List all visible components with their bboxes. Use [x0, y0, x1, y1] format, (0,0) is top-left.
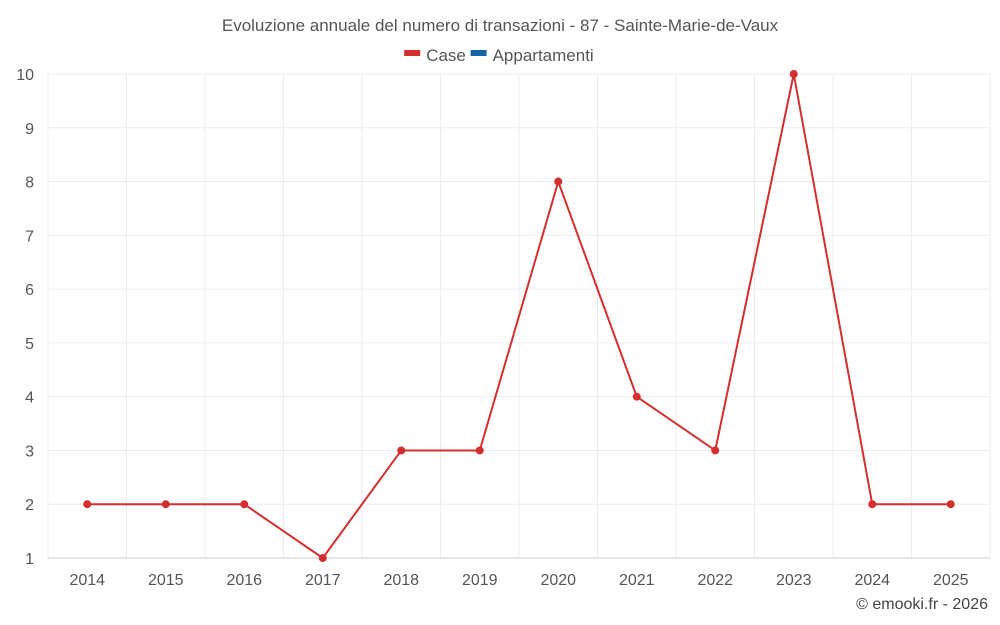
x-tick-label: 2019 — [462, 572, 498, 589]
grid — [47, 73, 991, 559]
data-point[interactable] — [711, 446, 720, 455]
data-point[interactable] — [554, 177, 563, 186]
data-point[interactable] — [83, 500, 92, 509]
legend-item-case[interactable]: Case — [404, 46, 466, 65]
data-point[interactable] — [946, 500, 955, 509]
x-tick-label: 2020 — [540, 572, 576, 589]
y-tick-label: 9 — [25, 121, 34, 138]
data-point[interactable] — [318, 554, 327, 562]
legend-swatch — [404, 50, 421, 56]
legend-label: Case — [426, 46, 466, 65]
data-point[interactable] — [397, 446, 406, 455]
credit-text: © emooki.fr - 2026 — [856, 596, 988, 613]
y-tick-label: 7 — [25, 228, 34, 245]
x-tick-label: 2018 — [383, 572, 419, 589]
legend-swatch — [470, 50, 487, 56]
x-tick-label: 2015 — [148, 572, 184, 589]
y-tick-label: 4 — [25, 390, 34, 407]
x-tick-label: 2025 — [933, 572, 969, 589]
x-axis-ticks: 2014 2015 2016 2017 2018 2019 2020 2021 2022 2023… — [69, 572, 968, 589]
y-tick-label: 2 — [25, 497, 34, 514]
y-axis-ticks: 1 2 3 4 5 6 7 8 9 10 — [16, 67, 34, 568]
legend: Case Appartamenti — [404, 46, 594, 65]
x-tick-label: 2024 — [854, 572, 890, 589]
x-tick-label: 2022 — [697, 572, 733, 589]
legend-item-appartamenti[interactable]: Appartamenti — [470, 46, 594, 65]
data-point[interactable] — [789, 70, 798, 78]
data-point[interactable] — [240, 500, 249, 509]
data-point[interactable] — [632, 392, 641, 401]
x-tick-label: 2014 — [69, 572, 105, 589]
x-tick-label: 2021 — [619, 572, 655, 589]
legend-label: Appartamenti — [493, 46, 594, 65]
y-tick-label: 1 — [25, 551, 34, 568]
data-point[interactable] — [475, 446, 484, 455]
data-point[interactable] — [161, 500, 170, 509]
series-line-case — [87, 73, 951, 559]
chart-title: Evoluzione annuale del numero di transaz… — [222, 16, 779, 35]
series-layer — [83, 70, 955, 562]
x-tick-label: 2016 — [226, 572, 262, 589]
y-tick-label: 5 — [25, 336, 34, 353]
y-tick-label: 6 — [25, 282, 34, 299]
y-tick-label: 8 — [25, 175, 34, 192]
y-tick-label: 10 — [16, 67, 34, 84]
data-point[interactable] — [868, 500, 877, 509]
x-tick-label: 2017 — [305, 572, 341, 589]
x-tick-label: 2023 — [776, 572, 812, 589]
y-tick-label: 3 — [25, 443, 34, 460]
